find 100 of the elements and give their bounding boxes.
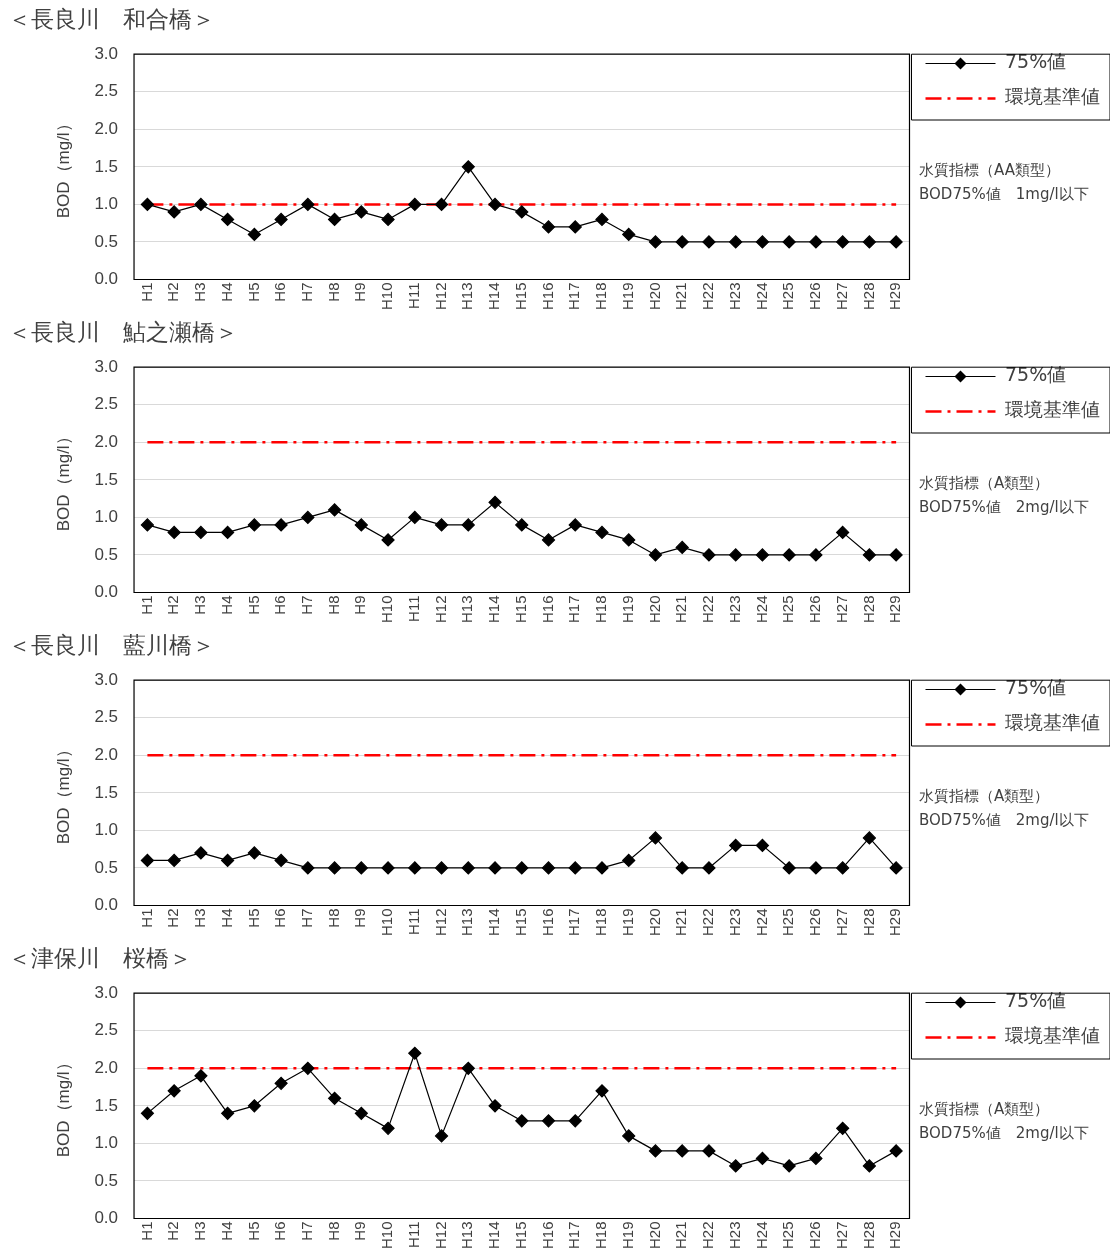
x-tick-label: H4 [217, 1221, 235, 1241]
x-tick-label: H29 [886, 595, 904, 624]
text: 水質指標（A類型） [919, 787, 1050, 805]
point [809, 1151, 823, 1166]
point [140, 518, 154, 532]
x-tick-label: H24 [752, 908, 770, 937]
point [782, 1159, 796, 1173]
point [301, 510, 315, 524]
point [675, 861, 689, 875]
x-tick-label: H12 [431, 908, 449, 937]
point [568, 861, 582, 875]
x-tick-label: H11 [404, 595, 422, 622]
x-tick-label: H24 [752, 595, 770, 624]
text: BOD75%値 2mg/l以下 [919, 811, 1089, 829]
point [809, 235, 823, 249]
x-tick-label: H7 [297, 282, 315, 302]
point [354, 1106, 368, 1120]
x-tick-label: H17 [565, 595, 583, 624]
point [648, 831, 663, 845]
legend-label: 75%値 [1005, 50, 1067, 73]
point [648, 548, 663, 562]
x-tick-label: H17 [565, 1221, 583, 1250]
x-tick-label: H3 [191, 282, 209, 302]
point [568, 518, 582, 532]
point [755, 235, 770, 249]
y-tick-label: 0.0 [94, 895, 119, 915]
point [194, 525, 208, 540]
point [140, 197, 154, 211]
point [541, 1114, 556, 1128]
point [782, 861, 796, 875]
x-tick-label: H10 [378, 908, 396, 937]
x-tick-label: H14 [485, 1221, 503, 1250]
y-tick-label: 0.5 [94, 231, 119, 251]
x-tick-label: H1 [137, 1221, 155, 1241]
x-tick-label: H24 [752, 1221, 770, 1250]
point [461, 518, 475, 532]
x-tick-label: H26 [806, 595, 824, 624]
y-tick-label: 2.5 [94, 81, 119, 101]
point [622, 227, 636, 242]
legend-label: 環境基準値 [1005, 398, 1100, 421]
x-tick-label: H10 [378, 1221, 396, 1250]
x-tick-label: H21 [672, 908, 690, 937]
y-tick-label: 1.5 [94, 1095, 119, 1115]
x-tick-label: H7 [297, 1221, 315, 1241]
x-tick-label: H16 [538, 908, 556, 937]
x-tick-label: H14 [485, 282, 503, 311]
point [221, 212, 235, 227]
x-tick-label: H12 [431, 1221, 449, 1250]
x-tick-label: H23 [725, 282, 743, 311]
point [247, 1099, 261, 1113]
x-tick-label: H8 [324, 282, 342, 302]
point [354, 205, 368, 219]
point [675, 1144, 689, 1158]
point [595, 861, 609, 875]
point [381, 212, 395, 227]
point [515, 205, 529, 219]
x-tick-label: H11 [404, 1221, 422, 1248]
x-tick-label: H6 [271, 1221, 289, 1241]
x-tick-label: H5 [244, 1221, 262, 1241]
legend-label: 75%値 [1005, 363, 1067, 386]
x-tick-label: H25 [779, 908, 797, 937]
point [595, 212, 609, 227]
text: BOD75%値 1mg/l以下 [919, 185, 1089, 203]
x-tick-label: H13 [458, 282, 476, 311]
x-tick-label: H18 [592, 595, 610, 624]
point [167, 1084, 181, 1098]
point [408, 197, 422, 211]
x-tick-label: H4 [217, 908, 235, 928]
point [595, 525, 609, 540]
point [221, 1106, 235, 1120]
point [836, 1121, 850, 1135]
x-tick-label: H20 [645, 1221, 663, 1250]
point [488, 495, 502, 509]
legend-label: 75%値 [1005, 676, 1067, 699]
x-tick-label: H23 [725, 595, 743, 624]
y-tick-label: 2.5 [94, 707, 119, 727]
point [675, 235, 689, 249]
point [301, 861, 315, 875]
x-tick-label: H28 [859, 595, 877, 624]
point [194, 846, 208, 860]
point [194, 197, 208, 211]
point [488, 197, 502, 211]
x-tick-label: H11 [404, 908, 422, 935]
point [782, 235, 796, 249]
x-tick-label: H2 [164, 1221, 182, 1241]
y-tick-label: 1.5 [94, 156, 119, 176]
x-tick-label: H8 [324, 1221, 342, 1241]
chart-title: ＜長良川 和合橋＞ [8, 5, 215, 34]
x-tick-label: H20 [645, 282, 663, 311]
x-tick-label: H25 [779, 1221, 797, 1250]
x-tick-label: H16 [538, 595, 556, 624]
x-tick-label: H9 [351, 1221, 369, 1241]
x-tick-label: H25 [779, 282, 797, 311]
x-tick-label: H12 [431, 282, 449, 311]
x-tick-label: H15 [511, 1221, 529, 1250]
x-tick-label: H5 [244, 595, 262, 615]
point [167, 853, 181, 868]
point [862, 831, 876, 845]
point [675, 540, 689, 555]
point [729, 548, 743, 562]
